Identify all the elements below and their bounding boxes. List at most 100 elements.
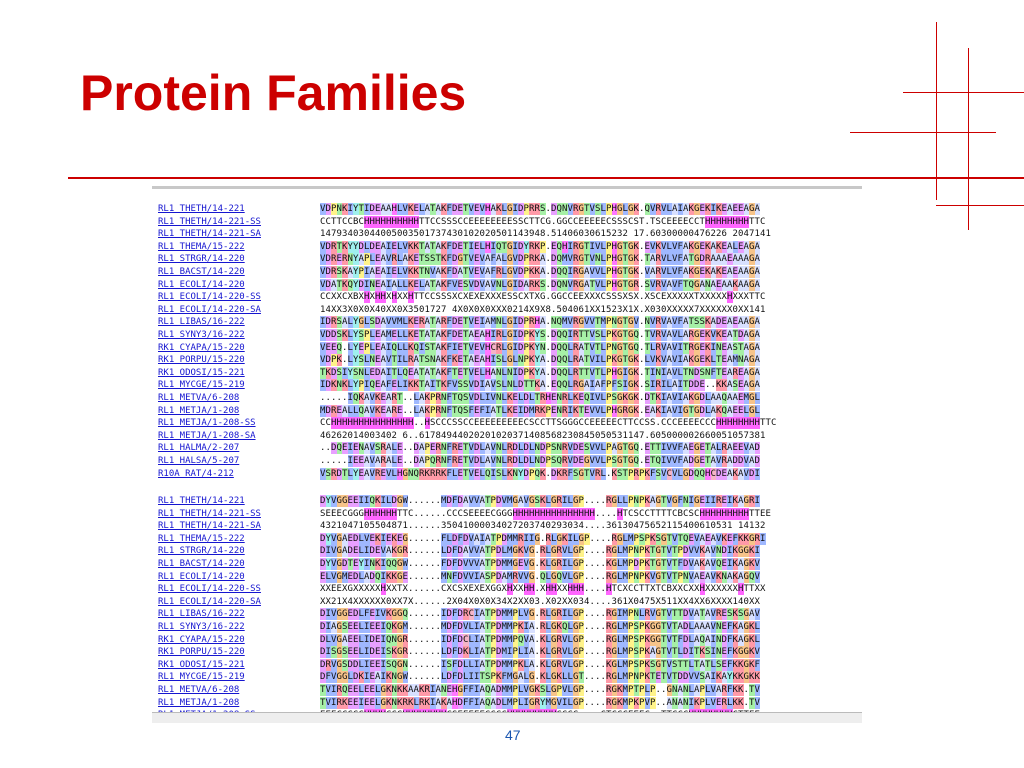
sequence-name-link[interactable]: RL1_ECOLI/14-220-SS	[158, 292, 261, 303]
sequence-name-link[interactable]: RL1_HALSA/5-207	[158, 456, 240, 466]
alignment-row: RL1_THETH/14-221-SA 147934030440050035017…	[152, 228, 862, 240]
sequence-name-link[interactable]: RK1_ODOSI/15-221	[158, 367, 245, 378]
alignment-row: RL1_SYNY3/16-222 DIAGSEELIEEIQKGM......MD…	[152, 621, 862, 633]
sequence-name-link[interactable]: RL1_THEMA/15-222	[158, 533, 245, 544]
alignment-row: RL1_THETH/14-221 VDPNKIYTIDEAAHLVKELATAKF…	[152, 203, 862, 215]
alignment-row: RK1_CYAPA/15-220 VEEQ.LYEPLEAIQLLKQISTAKF…	[152, 341, 862, 354]
sequence-name-link[interactable]: RL1_THETH/14-221	[158, 204, 245, 214]
alignment-row: RL1_METVA/6-208 .....IQKAVKEART..LAKPRNFT…	[152, 392, 862, 404]
sequence-name-link[interactable]: RL1_THETH/14-221-SA	[158, 521, 261, 532]
sequence-residues: VDRTKYYDLDEAIELVKKTATAKFDETIELHIQTGIDYRK…	[320, 240, 760, 253]
alignment-row: RL1_ECOLI/14-220 ELVGMEDLADQIKKGE......MN…	[152, 570, 862, 583]
sequence-name-link[interactable]: RL1_ECOLI/14-220-SA	[158, 304, 261, 315]
sequence-name-link[interactable]: RL1_METVA/6-208	[158, 393, 240, 403]
sequence-residues: 1479340304400500350173743010202050114394…	[320, 229, 771, 240]
sequence-residues: DLVGAEELIDEIQNGR......IDFDCLIATPDMMPQVA.…	[320, 633, 760, 646]
sequence-name-link[interactable]: RK1_PORPU/15-220	[158, 647, 245, 658]
sequence-name-link[interactable]: RL1_THETH/14-221-SA	[158, 229, 261, 240]
alignment-row: RL1_THETH/14-221-SS SEEECGGGHHHHHHTTC....…	[152, 507, 862, 520]
sequence-residues: VDPNKIYTIDEAAHLVKELATAKFDETVEVHAKLGIDPRR…	[320, 203, 760, 215]
alignment-row: RL1_MYCGE/15-219 DFVGGLDKIEAIKNGW......LD…	[152, 671, 862, 684]
sequence-name-link[interactable]: RL1_STRGR/14-220	[158, 254, 245, 265]
sequence-residues: VDATKQYDINEAIALLKELATAKFVESVDVAVNLGIDARK…	[320, 278, 760, 291]
sequence-residues: 4321047105504871......350410000340272037…	[320, 521, 766, 532]
alignment-row: RL1_THEMA/15-222 DYVGAEDLVEKIEKEG......FL…	[152, 532, 862, 545]
sequence-name-link[interactable]: RL1_ECOLI/14-220	[158, 571, 245, 582]
sequence-name-link[interactable]: RL1_SYNY3/16-222	[158, 330, 245, 340]
sequence-residues: DIVGGEDLFEIVKGGQ......IDFDRCIATPDMMPLVG.…	[320, 608, 760, 621]
sequence-name-link[interactable]: RL1_LIBAS/16-222	[158, 609, 245, 620]
sequence-name-link[interactable]: RL1_BACST/14-220	[158, 559, 245, 569]
alignment-scrollbar[interactable]	[152, 712, 862, 723]
sequence-name-link[interactable]: RL1_BACST/14-220	[158, 267, 245, 277]
alignment-row: RL1_STRGR/14-220 DIVGADELIDEVAKGR......LD…	[152, 545, 862, 558]
sequence-name-link[interactable]: RK1_PORPU/15-220	[158, 355, 245, 366]
alignment-row: RK1_PORPU/15-220 VDPK.LYSLNEAVTILRATSNAKF…	[152, 354, 862, 367]
sequence-residues: ELVGMEDLADQIKKGE......MNFDVVIASPDAMRVVG.…	[320, 570, 760, 583]
alignment-row: RL1_HALSA/5-207 .....IEEAVARALE..DAPQRNFR…	[152, 455, 862, 467]
sequence-name-link[interactable]: RL1_METJA/1-208	[158, 697, 240, 708]
sequence-name-link[interactable]: RL1_MYCGE/15-219	[158, 380, 245, 391]
alignment-row: RL1_STRGR/14-220 VDRERNYAPLEAVRLAKETSSTKF…	[152, 253, 862, 266]
sequence-residues: VDDSKLYSPLEAMELLKETATAKFDETAEAHIRLGIDPKY…	[320, 329, 760, 341]
sequence-residues: DISGSEELIDEISKGR......LDFDKLIATPDMIPLIA.…	[320, 646, 760, 659]
sequence-name-link[interactable]: RL1_THETH/14-221-SS	[158, 508, 261, 519]
sequence-residues: XXEEXGXXXXXHXXTX......CXCSXEXEXGGXHXXHH.…	[320, 583, 766, 596]
sequence-name-link[interactable]: RL1_SYNY3/16-222	[158, 622, 245, 632]
sequence-name-link[interactable]: RK1_CYAPA/15-220	[158, 342, 245, 353]
alignment-row: RL1_ECOLI/14-220 VDATKQYDINEAIALLKELATAKF…	[152, 278, 862, 291]
sequence-name-link[interactable]: RL1_THETH/14-221	[158, 496, 245, 506]
alignment-row: RK1_ODOSI/15-221 TKDSIYSNLEDAITLQEATATAKF…	[152, 366, 862, 379]
decor-line-v2	[968, 48, 969, 230]
sequence-name-link[interactable]: RL1_LIBAS/16-222	[158, 317, 245, 328]
page-number: 47	[505, 727, 521, 743]
sequence-residues: .....IEEAVARALE..DAPQRNFRETVDLAVNLRDLDLN…	[320, 455, 760, 467]
sequence-name-link[interactable]: RL1_METJA/1-208	[158, 405, 240, 416]
sequence-name-link[interactable]: RL1_METVA/6-208	[158, 685, 240, 695]
alignment-row: RK1_PORPU/15-220 DISGSEELIDEISKGR......LD…	[152, 646, 862, 659]
sequence-name-link[interactable]: RL1_METJA/1-208-SA	[158, 430, 256, 441]
sequence-residues: VSRDTLYEAVREVLHGNQRKRRKFLETVELQISLKNYDPQ…	[320, 467, 760, 480]
alignment-row: R10A_RAT/4-212 VSRDTLYEAVREVLHGNQRKRRKFLE…	[152, 467, 862, 480]
sequence-name-link[interactable]: RL1_MYCGE/15-219	[158, 672, 245, 683]
alignment-row: RL1_ECOLI/14-220-SA 14XX3X0X0X40XX0X35017…	[152, 304, 862, 316]
sequence-residues: VDRSKAYPIAEAIELVKKTNVAKFDATVEVAFRLGVDPKK…	[320, 266, 760, 278]
sequence-name-link[interactable]: RL1_METJA/1-208-SS	[158, 418, 256, 429]
alignment-row: RL1_ECOLI/14-220-SA XX21X4XXXXXX0XX7X....…	[152, 596, 862, 608]
decor-line-h3	[936, 205, 1024, 206]
alignment-row: RK1_ODOSI/15-221 DRVGSDDLIEEISQGN......IS…	[152, 658, 862, 671]
alignment-screenshot: RL1_THETH/14-221 VDPNKIYTIDEAAHLVKELATAKF…	[152, 186, 862, 723]
sequence-residues: VEEQ.LYEPLEAIQLLKQISTAKFIETVEVHCRLGIDPKY…	[320, 341, 760, 354]
sequence-residues: DYVGGEEIIQKILDGW......MDFDAVVATPDVMGAVGS…	[320, 495, 760, 507]
sequence-residues: VDRERNYAPLEAVRLAKETSSTKFDGTVEVAFALGVDPRK…	[320, 253, 760, 266]
alignment-row: RL1_METJA/1-208-SA 46262014003402 6..6178…	[152, 430, 862, 442]
alignment-row: RL1_ECOLI/14-220-SS CCXXCXBXHXHHXHXXHTTCC…	[152, 291, 862, 304]
sequence-name-link[interactable]: RL1_THETH/14-221-SS	[158, 216, 261, 227]
decor-line-h1	[903, 92, 1024, 93]
alignment-row: RL1_THETH/14-221-SA 4321047105504871.....…	[152, 520, 862, 532]
sequence-name-link[interactable]: R10A_RAT/4-212	[158, 468, 234, 479]
sequence-name-link[interactable]: RK1_CYAPA/15-220	[158, 634, 245, 645]
sequence-residues: ..DQEIENAVSRALE..DAPERNFRETVDLAVNLRDLDLN…	[320, 442, 760, 455]
alignment-row: RL1_HALMA/2-207 ..DQEIENAVSRALE..DAPERNFR…	[152, 442, 862, 455]
sequence-residues: DYVGAEDLVEKIEKEG......FLDFDVAIATPDMMRIIG…	[320, 532, 766, 545]
alignment-row: RK1_CYAPA/15-220 DLVGAEELIDEIQNGR......ID…	[152, 633, 862, 646]
sequence-residues: CCHHHHHHHHHHHHHHH..HSCCCSSCCEEEEEEEEECSC…	[320, 417, 777, 430]
alignment-row: RL1_BACST/14-220 DYVGDTEYINKIQQGW......FD…	[152, 558, 862, 570]
alignment-row: RL1_MYCGE/15-219 IDKNKLYPIQEAFELIKKTAITKF…	[152, 379, 862, 392]
sequence-residues: TVIRKEEIEELGKNKRKLRKIAKAHDFFIAQADLMPLIGR…	[320, 696, 760, 709]
alignment-row: RL1_METJA/1-208 TVIRKEEIEELGKNKRKLRKIAKAH…	[152, 696, 862, 709]
alignment-row: RL1_METVA/6-208 TVIRQEELEELGKNKKAAKRIANEH…	[152, 684, 862, 696]
sequence-name-link[interactable]: RL1_STRGR/14-220	[158, 546, 245, 557]
sequence-name-link[interactable]: RL1_ECOLI/14-220-SA	[158, 596, 261, 607]
sequence-name-link[interactable]: RL1_THEMA/15-222	[158, 241, 245, 252]
alignment-row: RL1_BACST/14-220 VDRSKAYPIAEAIELVKKTNVAKF…	[152, 266, 862, 278]
sequence-name-link[interactable]: RK1_ODOSI/15-221	[158, 659, 245, 670]
sequence-residues: 46262014003402 6..6178494402020102037140…	[320, 430, 766, 441]
sequence-name-link[interactable]: RL1_ECOLI/14-220	[158, 279, 245, 290]
sequence-residues: VDPK.LYSLNEAVTILRATSNAKFKETAEAHISLGLNPKY…	[320, 354, 760, 367]
sequence-name-link[interactable]: RL1_ECOLI/14-220-SS	[158, 584, 261, 595]
sequence-name-link[interactable]: RL1_HALMA/2-207	[158, 443, 240, 454]
sequence-residues: TKDSIYSNLEDAITLQEATATAKFTETVELHANLNIDPKY…	[320, 366, 760, 379]
sequence-residues: MDREALLQAVKEARE..LAKPRNFTQSFEFIATLKEIDMR…	[320, 404, 760, 417]
